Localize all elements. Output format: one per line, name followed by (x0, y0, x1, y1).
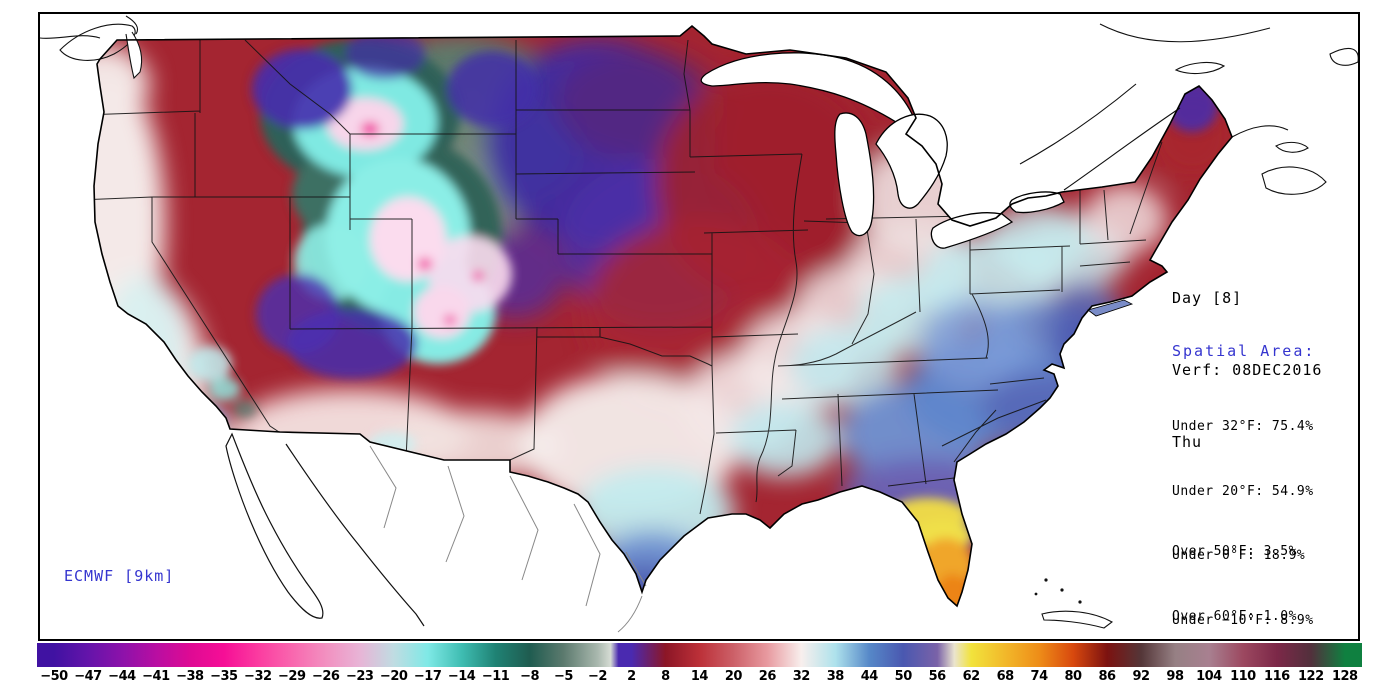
colorbar-tick-label: −44 (108, 669, 136, 684)
model-info-block: ECMWF [9km] Daily Low Temperature INIT: … (64, 511, 325, 639)
weekday-label: Thu (1172, 433, 1203, 451)
colorbar-tick-label: −11 (481, 669, 510, 684)
colorbar-tick-label: 8 (661, 669, 670, 684)
forecast-info-block: Day [8] Verf: 08DEC2016 Thu (1172, 238, 1322, 502)
under-stat: Under 20°F: 54.9% (1172, 483, 1314, 499)
colorbar-tick-label: −47 (74, 669, 102, 684)
colorbar-tick-label: 128 (1331, 669, 1358, 684)
colorbar-tick-label: 122 (1298, 669, 1324, 684)
spatial-area-under-stats: Under 32°F: 75.4% Under 20°F: 54.9% Unde… (1172, 373, 1314, 639)
colorbar-tick-label: 62 (962, 669, 981, 684)
colorbar-gradient (37, 643, 1362, 667)
mexico-coastlines (225, 432, 1114, 633)
colorbar-tick-label: −35 (210, 669, 238, 684)
colorbar-tick-label: 80 (1064, 669, 1083, 684)
colorbar-tick-label: −38 (176, 669, 204, 684)
colorbar-tick-label: −2 (588, 669, 607, 684)
colorbar-tick-label: −41 (142, 669, 170, 684)
colorbar-tick-label: −23 (345, 669, 374, 684)
colorbar-tick-label: −20 (379, 669, 408, 684)
colorbar-tick-label: −50 (40, 669, 68, 684)
colorbar-tick-label: 116 (1264, 669, 1290, 684)
colorbar-tick-label: 2 (627, 669, 636, 684)
map-frame: Day [8] Verf: 08DEC2016 Thu Spatial Area… (38, 12, 1360, 641)
colorbar-tick-label: −29 (278, 669, 306, 684)
colorbar-tick-label: −26 (311, 669, 340, 684)
colorbar-tick-label: −14 (447, 669, 476, 684)
us-outline (93, 24, 1233, 608)
colorbar-tick-label: 86 (1098, 669, 1116, 684)
long-island (1087, 299, 1134, 317)
colorbar-tick-label: 110 (1230, 669, 1256, 684)
state-borders (94, 39, 1163, 515)
colorbar-tick-label: 38 (826, 669, 845, 684)
colorbar-tick-labels: −50 −47 −44 −41 −38 −35 −32 −29 −26 −23 −20 −17 −14−… (37, 669, 1362, 687)
colorbar-tick-label: 20 (724, 669, 743, 684)
spatial-area-heading: Spatial Area: (1172, 342, 1316, 360)
colorbar-tick-label: 74 (1030, 669, 1049, 684)
colorbar-tick-label: −17 (413, 669, 442, 684)
colorbar-tick-label: −5 (554, 669, 573, 684)
over-stat: Over 50°F: 3.5% (1172, 544, 1297, 559)
colorbar-tick-label: 92 (1132, 669, 1150, 684)
map-canvas (40, 15, 1358, 633)
under-stat: Under 0°F: 18.9% (1172, 548, 1306, 563)
colorbar-tick-label: 44 (860, 669, 879, 684)
colorbar-tick-label: 14 (690, 669, 709, 684)
under-stat: Under −10°F: 8.9% (1172, 612, 1314, 628)
colorbar-tick-label: 56 (928, 669, 947, 684)
canada-coastlines (40, 15, 1358, 195)
model-name: ECMWF [9km] (64, 567, 175, 585)
spatial-area-over-stats: Over 50°F: 3.5% Over 60°F: 1.0% Over 70°… (1172, 498, 1305, 639)
colorbar-tick-label: 68 (996, 669, 1015, 684)
verification-date: Verf: 08DEC2016 (1172, 361, 1323, 379)
colorbar-tick-label: −8 (520, 669, 540, 684)
colorbar-tick-label: 98 (1166, 669, 1184, 684)
colorbar-tick-label: 32 (792, 669, 811, 684)
great-lakes (700, 52, 1065, 249)
forecast-day-label: Day [8] (1172, 289, 1243, 307)
colorbar-tick-label: 26 (758, 669, 777, 684)
colorbar-tick-label: −32 (244, 669, 272, 684)
under-stat: Under 32°F: 75.4% (1172, 419, 1314, 434)
colorbar-tick-label: 50 (894, 669, 913, 684)
over-stat: Over 60°F: 1.0% (1172, 608, 1297, 624)
colorbar-tick-label: 104 (1196, 669, 1222, 684)
